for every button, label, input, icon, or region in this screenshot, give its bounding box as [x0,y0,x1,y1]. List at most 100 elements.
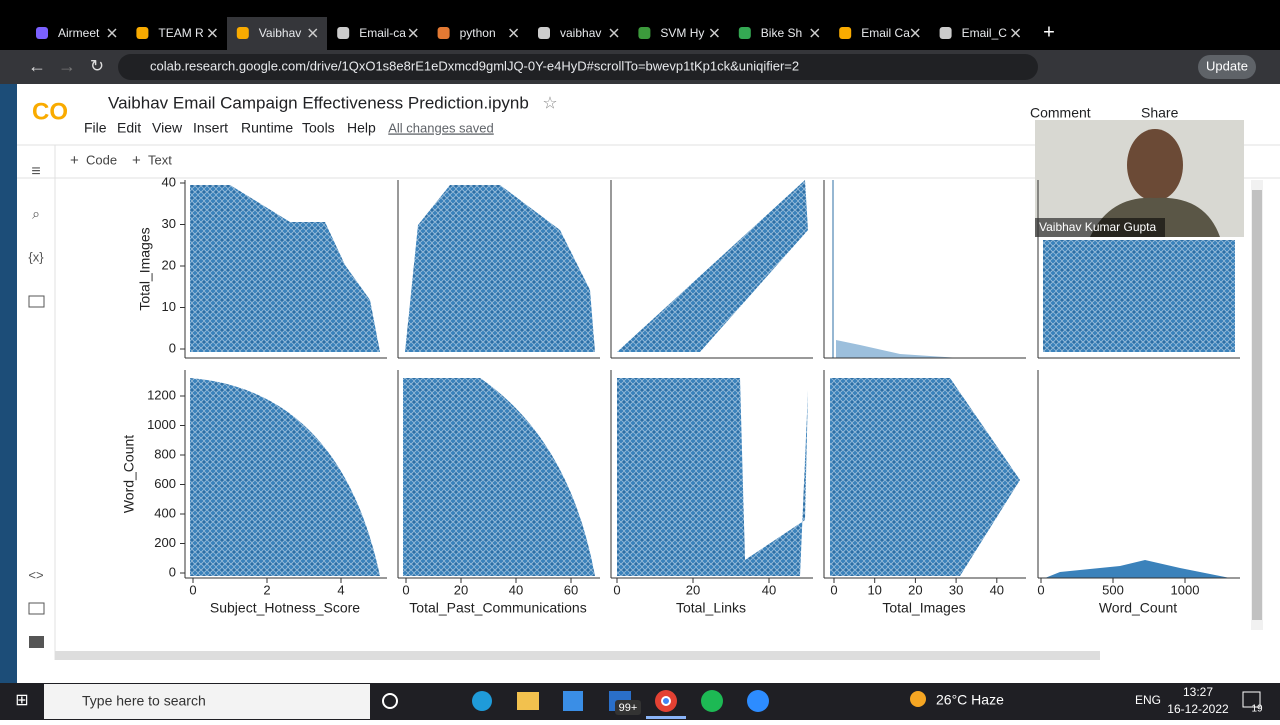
y-axis-label: Word_Count [121,435,137,513]
weather[interactable]: 26°C Haze [936,692,1004,708]
tab-title[interactable]: python [460,26,496,40]
menu-item[interactable]: Tools [302,120,335,136]
chrome-icon[interactable] [661,696,671,706]
tab-close[interactable] [509,28,519,38]
reload[interactable]: ↻ [90,56,104,75]
new-tab[interactable]: + [1043,21,1055,43]
cortana[interactable] [382,693,398,709]
tab-title[interactable]: Airmeet [58,26,100,40]
x-tick-label: 0 [189,582,196,597]
y-tick-label: 1200 [147,387,176,402]
tab-title[interactable]: Email Ca [861,26,910,40]
toolbar-button[interactable]: Code [86,152,117,167]
x-tick-label: 40 [762,582,776,597]
snippets-icon[interactable]: <> [28,567,43,582]
explorer-icon[interactable] [517,692,539,710]
x-tick-label: 4 [337,582,344,597]
tab-icon[interactable] [538,27,550,39]
share[interactable]: Share [1141,105,1179,121]
tab-icon[interactable] [738,27,751,39]
badge-bg [615,700,641,715]
y-axis-label: Total_Images [137,227,153,310]
tab-icon[interactable] [437,27,450,39]
tab-close[interactable] [609,28,619,38]
terminal-icon[interactable] [29,636,44,648]
files-icon[interactable] [28,295,45,308]
tab-title[interactable]: Email_C [962,26,1008,40]
tab-icon[interactable] [839,27,852,39]
menu-item[interactable]: Help [347,120,376,136]
x-tick-label: 1000 [1171,582,1200,597]
tab-close[interactable] [408,28,418,38]
tab-close[interactable] [910,28,920,38]
tab-close[interactable] [207,28,217,38]
scatter-cloud [405,185,595,352]
tab-close[interactable] [1011,28,1021,38]
tab-title[interactable]: Bike Sh [761,26,802,40]
store-icon[interactable] [563,691,583,711]
save-status[interactable]: All changes saved [388,120,494,135]
toolbar-button[interactable]: Text [148,152,172,167]
menu-item[interactable]: Runtime [241,120,293,136]
active-indicator [646,716,686,719]
spotify-icon[interactable] [701,690,723,712]
tab-close[interactable] [709,28,719,38]
menu-item[interactable]: Edit [117,120,141,136]
toc-icon[interactable]: ≡ [31,163,40,180]
back[interactable]: ← [28,56,46,76]
url[interactable]: colab.research.google.com/drive/1QxO1s8e… [150,58,799,73]
plus-icon[interactable]: + [132,152,141,169]
star[interactable]: ☆ [542,93,557,112]
tab-icon[interactable] [337,27,350,39]
language[interactable]: ENG [1135,693,1161,707]
notification-icon[interactable] [1242,691,1261,708]
tab-icon[interactable] [939,27,952,39]
menu-item[interactable]: View [152,120,183,136]
comment[interactable]: Comment [1030,105,1091,121]
tab-title[interactable]: SVM Hy [660,26,704,40]
tab-title[interactable]: Vaibhav [259,26,301,40]
x-tick-label: 0 [402,582,409,597]
start-button[interactable]: ⊞ [15,692,28,709]
tab-icon[interactable] [136,27,149,39]
weather-icon[interactable] [910,691,926,707]
x-tick-label: 20 [686,582,700,597]
variables-icon[interactable]: {x} [28,249,44,264]
x-tick-label: 40 [990,582,1004,597]
scroll-thumb[interactable] [1252,190,1262,620]
participant-name: Vaibhav Kumar Gupta [1039,220,1157,234]
clock-date[interactable]: 16-12-2022 [1167,702,1229,716]
clock-time[interactable]: 13:27 [1183,685,1213,699]
update-button[interactable]: Update [1206,58,1248,73]
tab-icon[interactable] [236,27,249,39]
menu-item[interactable]: File [84,120,107,136]
update-button-bg[interactable] [1198,55,1256,79]
zoom-icon[interactable] [747,690,769,712]
scatter-cloud [190,185,380,352]
omnibox[interactable] [118,54,1038,80]
search-placeholder[interactable]: Type here to search [82,693,206,709]
palette-icon[interactable] [28,602,45,615]
colab-logo[interactable]: CO [32,98,68,125]
tab-title[interactable]: TEAM R [158,26,204,40]
y-tick-label: 10 [162,299,176,314]
search-box[interactable] [44,684,370,719]
scatter-cloud [190,378,380,576]
tab-title[interactable]: vaibhav [560,26,601,40]
tab-close[interactable] [308,28,318,38]
search-icon[interactable]: ⌕ [32,206,40,222]
edge-icon[interactable] [472,691,492,711]
x-tick-label: 20 [908,582,922,597]
tab-icon[interactable] [36,27,48,39]
plus-icon[interactable]: + [70,152,79,169]
tab-close[interactable] [107,28,117,38]
histogram [836,340,960,358]
forward[interactable]: → [58,56,76,76]
tab-title[interactable]: Email-ca [359,26,406,40]
scatter-cloud [617,378,808,576]
h-scrollbar[interactable] [55,651,1100,660]
menu-item[interactable]: Insert [193,120,228,136]
notebook-title[interactable]: Vaibhav Email Campaign Effectiveness Pre… [108,93,529,112]
tab-close[interactable] [810,28,820,38]
tab-icon[interactable] [638,27,651,39]
